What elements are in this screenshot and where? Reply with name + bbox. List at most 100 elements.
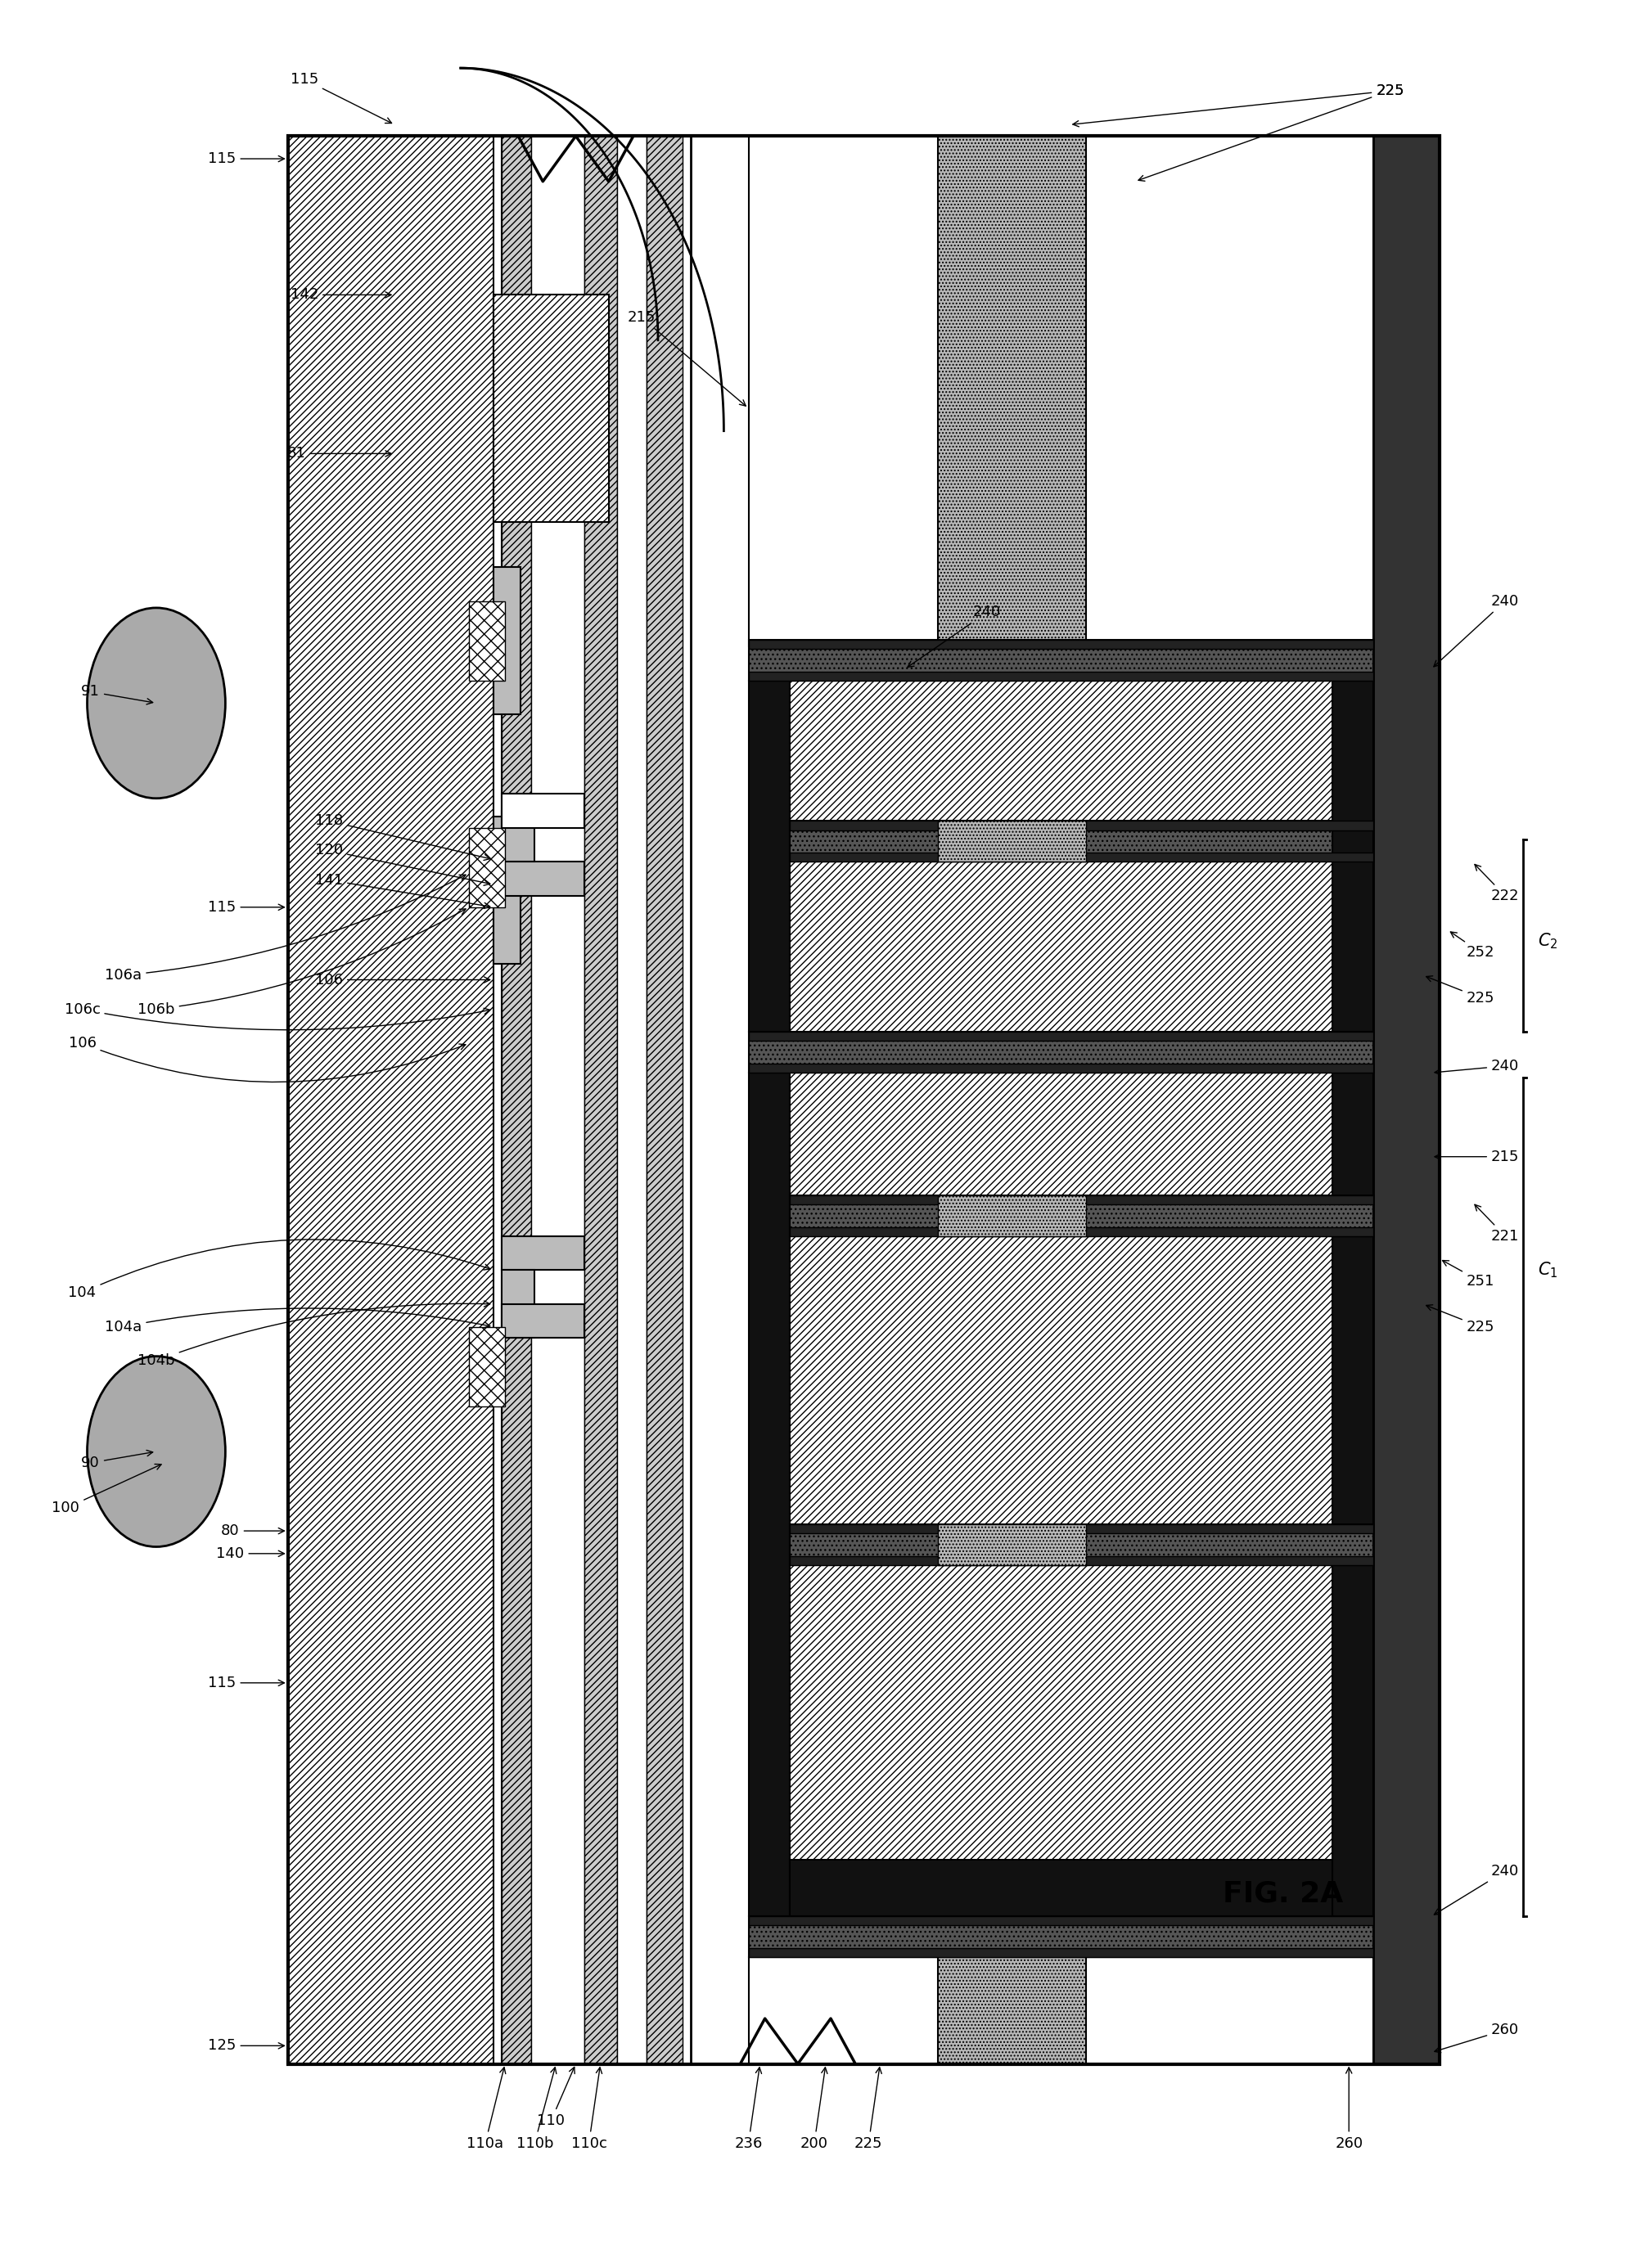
Bar (748, 1957, 1374, 2064)
Text: 106: 106 (316, 973, 490, 987)
Bar (1332, 680, 1374, 1032)
Text: 125: 125 (207, 2039, 285, 2053)
Text: 118: 118 (316, 814, 490, 860)
Text: 225: 225 (1426, 975, 1495, 1005)
Bar (748, 671, 1374, 680)
Bar (748, 640, 1374, 680)
Text: 104: 104 (69, 1238, 490, 1300)
Bar (531, 136, 584, 2064)
Text: 100: 100 (53, 1465, 161, 1515)
Bar (494, 816, 520, 964)
Bar (790, 821, 1374, 862)
Text: 110b: 110b (517, 2068, 556, 2150)
Bar (288, 136, 494, 2064)
Text: 110: 110 (538, 2066, 574, 2127)
Bar (469, 828, 505, 907)
Bar (790, 1860, 1332, 1916)
Bar (748, 1916, 1374, 1926)
Text: 225: 225 (1073, 84, 1405, 127)
Text: 80: 80 (220, 1524, 285, 1538)
Bar (938, 1524, 1086, 1565)
Bar (748, 1032, 1374, 1041)
Text: 225: 225 (854, 2068, 883, 2150)
Bar (938, 1957, 1086, 2064)
Bar (790, 1195, 1374, 1204)
Bar (1332, 1073, 1374, 1916)
Bar (748, 136, 1439, 2064)
Text: 106: 106 (69, 1036, 466, 1082)
Bar (288, 136, 1439, 2064)
Text: 141: 141 (314, 873, 490, 909)
Bar (502, 136, 691, 2064)
Text: 110a: 110a (467, 2068, 505, 2150)
Bar (748, 1032, 1374, 1073)
Text: FIG. 2A: FIG. 2A (1222, 1880, 1344, 1907)
Text: 104b: 104b (138, 1302, 490, 1368)
Bar (494, 295, 609, 522)
Text: 225: 225 (1426, 1304, 1495, 1334)
Bar (502, 1304, 584, 1338)
Text: 115: 115 (207, 1676, 285, 1690)
Bar (748, 680, 790, 1032)
Bar (502, 1270, 535, 1338)
Text: 240: 240 (1434, 594, 1520, 667)
Text: 120: 120 (316, 844, 490, 885)
Bar (502, 794, 584, 828)
Text: 106a: 106a (105, 875, 466, 982)
Text: 142: 142 (290, 288, 392, 302)
Bar (938, 136, 1086, 646)
Bar (494, 136, 502, 2064)
Text: 240: 240 (908, 606, 1002, 667)
Bar (938, 1195, 1086, 1236)
Text: 260: 260 (1434, 2023, 1518, 2053)
Text: 240: 240 (1434, 1059, 1520, 1075)
Text: 90: 90 (81, 1449, 153, 1470)
Text: 110c: 110c (571, 2068, 607, 2150)
Bar (790, 821, 1374, 830)
Text: 236: 236 (734, 2068, 763, 2150)
Bar (790, 1524, 1374, 1565)
Bar (748, 136, 1374, 646)
Bar (469, 601, 505, 680)
Text: 221: 221 (1474, 1204, 1520, 1243)
Text: 115: 115 (207, 900, 285, 914)
Bar (502, 862, 584, 896)
Text: $C_1$: $C_1$ (1538, 1261, 1558, 1279)
Bar (748, 1948, 1374, 1957)
Text: 91: 91 (81, 685, 153, 705)
Bar (748, 1073, 790, 1916)
Text: $C_2$: $C_2$ (1538, 932, 1558, 950)
Text: 260: 260 (1336, 2068, 1362, 2150)
Circle shape (87, 1356, 225, 1547)
Bar (790, 1227, 1374, 1236)
Text: 200: 200 (801, 2068, 827, 2150)
Bar (790, 1556, 1374, 1565)
Text: 81: 81 (286, 447, 392, 460)
Bar (790, 853, 1374, 862)
Text: 104a: 104a (105, 1309, 490, 1334)
Circle shape (87, 608, 225, 798)
Bar (938, 821, 1086, 862)
Bar (646, 136, 683, 2064)
Bar (790, 1195, 1374, 1236)
Text: 115: 115 (207, 152, 285, 166)
Text: 252: 252 (1451, 932, 1495, 959)
Bar (584, 136, 617, 2064)
Text: 140: 140 (217, 1547, 285, 1560)
Bar (494, 567, 520, 714)
Text: 251: 251 (1443, 1261, 1495, 1288)
Text: 222: 222 (1474, 864, 1520, 903)
Bar (502, 136, 531, 2064)
Bar (790, 1524, 1374, 1533)
Bar (748, 1064, 1374, 1073)
Text: 106b: 106b (138, 909, 466, 1016)
Text: 115: 115 (290, 73, 392, 122)
Bar (469, 1327, 505, 1406)
Text: 215: 215 (627, 311, 745, 406)
Bar (617, 136, 646, 2064)
Bar (1374, 136, 1439, 2064)
Text: 240: 240 (1434, 1864, 1520, 1914)
Text: 225: 225 (1138, 84, 1405, 181)
Text: 215: 215 (1434, 1150, 1520, 1163)
Bar (748, 1916, 1374, 1957)
